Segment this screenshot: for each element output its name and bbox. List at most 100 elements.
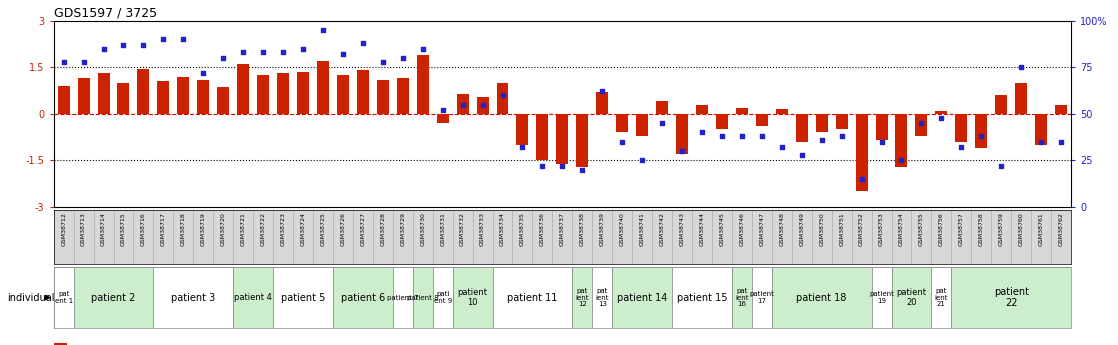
Bar xyxy=(318,61,329,114)
Bar xyxy=(114,210,133,264)
Text: GSM38713: GSM38713 xyxy=(82,212,86,246)
Text: GSM38735: GSM38735 xyxy=(520,212,525,246)
Bar xyxy=(931,210,951,264)
Point xyxy=(993,163,1011,169)
Point xyxy=(733,134,751,139)
Bar xyxy=(792,210,812,264)
Bar xyxy=(54,210,74,264)
Text: GSM38754: GSM38754 xyxy=(899,212,904,246)
Bar xyxy=(712,210,732,264)
Bar xyxy=(433,267,453,328)
Point xyxy=(195,70,212,76)
Bar xyxy=(672,210,692,264)
Bar xyxy=(596,92,608,114)
Text: GSM38724: GSM38724 xyxy=(301,212,305,246)
Point xyxy=(594,89,612,94)
Text: pat
ient
13: pat ient 13 xyxy=(596,288,609,307)
Bar xyxy=(253,210,273,264)
Bar xyxy=(237,64,249,114)
Bar xyxy=(716,114,728,129)
Text: GSM38726: GSM38726 xyxy=(340,212,345,246)
Bar xyxy=(496,83,509,114)
Text: patient 14: patient 14 xyxy=(617,293,667,303)
Text: GSM38759: GSM38759 xyxy=(998,212,1004,246)
Bar xyxy=(936,111,947,114)
Bar xyxy=(875,114,888,140)
Point xyxy=(953,145,970,150)
Text: individual: individual xyxy=(7,293,54,303)
Point xyxy=(434,107,452,113)
Bar xyxy=(872,210,891,264)
Bar xyxy=(576,114,588,167)
Bar xyxy=(572,210,593,264)
Bar xyxy=(437,114,448,123)
Text: GSM38741: GSM38741 xyxy=(639,212,645,246)
Point xyxy=(653,120,671,126)
Text: GSM38750: GSM38750 xyxy=(819,212,824,246)
Bar xyxy=(872,267,891,328)
Point xyxy=(314,27,332,33)
Text: patient 18: patient 18 xyxy=(796,293,846,303)
Text: GSM38740: GSM38740 xyxy=(619,212,625,246)
Point xyxy=(912,120,930,126)
Bar xyxy=(357,70,369,114)
Bar xyxy=(493,267,572,328)
Bar xyxy=(74,267,153,328)
Bar xyxy=(796,114,807,142)
Text: GSM38757: GSM38757 xyxy=(959,212,964,246)
Point xyxy=(533,163,551,169)
Text: GSM38720: GSM38720 xyxy=(220,212,226,246)
Text: GSM38725: GSM38725 xyxy=(321,212,325,246)
Bar xyxy=(138,69,150,114)
Point xyxy=(215,55,233,61)
Text: GSM38723: GSM38723 xyxy=(281,212,285,246)
Bar xyxy=(197,80,209,114)
Point xyxy=(633,158,651,163)
Bar xyxy=(97,73,110,114)
Bar xyxy=(672,267,732,328)
Point xyxy=(693,130,711,135)
Bar xyxy=(1015,83,1027,114)
Text: patient 2: patient 2 xyxy=(92,293,135,303)
Bar xyxy=(835,114,847,129)
Text: GSM38730: GSM38730 xyxy=(420,212,425,246)
Bar xyxy=(951,210,972,264)
Bar xyxy=(333,210,353,264)
Point xyxy=(55,59,73,65)
Bar xyxy=(613,210,632,264)
Bar xyxy=(995,95,1007,114)
Bar xyxy=(273,267,333,328)
Bar xyxy=(832,210,852,264)
Bar xyxy=(297,72,309,114)
Bar xyxy=(473,210,493,264)
Bar xyxy=(153,267,234,328)
Text: GSM38732: GSM38732 xyxy=(461,212,465,246)
Bar xyxy=(234,267,273,328)
Point xyxy=(793,152,811,158)
Text: pat
ient
16: pat ient 16 xyxy=(736,288,749,307)
Bar xyxy=(697,105,708,114)
Point xyxy=(973,134,991,139)
Point xyxy=(673,148,691,154)
Bar xyxy=(916,114,928,136)
Bar xyxy=(173,210,193,264)
Bar xyxy=(931,267,951,328)
Point xyxy=(334,51,352,57)
Text: patient
10: patient 10 xyxy=(457,288,487,307)
Point xyxy=(95,46,113,51)
Text: GSM38756: GSM38756 xyxy=(939,212,944,246)
Bar xyxy=(812,210,832,264)
Bar xyxy=(377,80,389,114)
Point xyxy=(513,145,531,150)
Bar xyxy=(911,210,931,264)
Point xyxy=(892,158,910,163)
Bar xyxy=(855,114,868,191)
Bar xyxy=(117,83,130,114)
Point xyxy=(235,50,253,55)
Bar xyxy=(656,101,669,114)
Point xyxy=(773,145,790,150)
Bar xyxy=(752,267,771,328)
Text: GSM38727: GSM38727 xyxy=(360,212,366,246)
Bar xyxy=(158,81,169,114)
Text: GSM38746: GSM38746 xyxy=(739,212,745,246)
